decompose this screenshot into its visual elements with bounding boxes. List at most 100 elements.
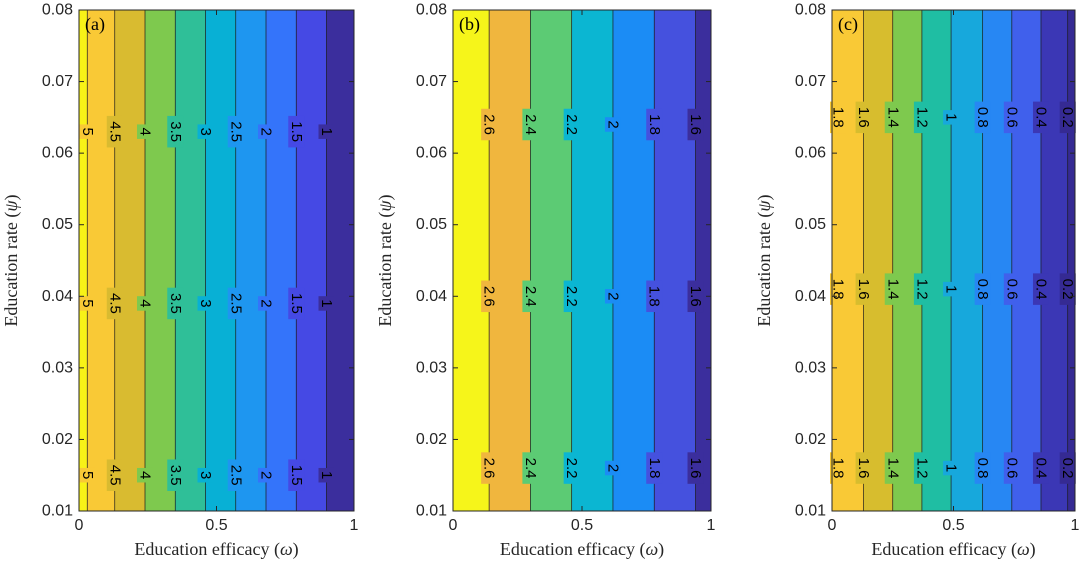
contour-label-gap [1059,273,1076,305]
contour-label: 1.8 [646,458,663,479]
contour-band [1040,10,1068,511]
contour-label: 3.5 [167,465,184,486]
x-tick-label: 0 [75,517,84,534]
x-axis-title: Education efficacy (ω) [871,539,1035,560]
contour-band [145,10,176,511]
contour-label-gap [258,124,274,139]
contour-band [951,10,983,511]
contour-label: 1.4 [884,279,901,300]
contour-band [863,10,893,511]
contour-label-gap [974,452,991,484]
contour-label-gap [288,115,305,148]
contour-label-gap [604,460,621,476]
y-tick-label: 0.08 [795,2,826,19]
contour-label-gap [830,452,846,484]
contour-label-gap [974,101,991,134]
y-tick-label: 0.07 [795,73,826,90]
contour-label-gap [167,459,184,491]
contour-band [326,10,354,511]
contour-label: 1.4 [884,458,901,479]
contour-label: 3 [197,299,214,307]
contour-label: 3 [197,471,214,479]
contour-label: 0.6 [1003,458,1020,479]
contour-label-gap [137,296,153,311]
contour-label: 4.5 [106,293,123,314]
contour-label: 1.6 [855,279,872,300]
contour-label: 0.2 [1059,279,1076,300]
contour-label: 0.8 [974,107,991,128]
panel-label: (a) [85,14,105,35]
contour-label-gap [563,280,580,313]
x-tick-label: 0 [449,517,458,534]
contour-label-gap [1003,273,1020,305]
contour-label: 2 [258,299,275,307]
contour-label-gap [646,452,663,484]
contour-label-gap [288,287,305,320]
contour-label: 0.4 [1032,107,1049,128]
contour-label-gap [318,467,335,483]
contour-label: 1.8 [830,279,847,300]
contour-label-gap [288,459,305,491]
contour-label: 2.6 [481,458,498,479]
contour-label-gap [522,108,539,141]
contour-label-gap [604,117,621,132]
contour-band [892,10,922,511]
x-axis-title: Education efficacy (ω) [500,539,664,560]
y-axis-title: Education rate (ψ) [1,194,22,326]
contour-label-gap [913,101,930,134]
y-tick-label: 0.04 [416,288,447,305]
x-tick-label: 1 [350,517,359,534]
x-axis-title: Education efficacy (ω) [134,539,298,560]
y-tick-label: 0.07 [42,73,73,90]
contour-label: 1.5 [288,121,305,142]
contour-label-gap [855,101,872,134]
contour-label-gap [563,452,580,484]
contour-band [175,10,206,511]
x-tick-label: 0.5 [571,517,593,534]
contour-label-gap [563,108,580,141]
panel-3: 1.8 1.6 1.4 1.2 1 0.8 0.6 0.4 0.2 1.8 1.6 1.4 1.2 1 0.… [754,2,1080,561]
contour-label: 2.2 [563,114,580,135]
y-tick-label: 0.01 [795,503,826,520]
contour-label: 1.5 [288,293,305,314]
contour-label: 1 [943,113,960,121]
x-tick-label: 0.5 [205,517,227,534]
contour-label-gap [884,273,901,305]
contour-label: 1.2 [913,458,930,479]
contour-label: 2 [604,464,621,472]
contour-label-gap [646,280,663,313]
x-tick-label: 0.5 [942,517,964,534]
x-tick-label: 1 [707,517,716,534]
contour-label: 2.5 [227,465,244,486]
contour-label-gap [79,124,96,139]
contour-label-gap [1032,101,1049,134]
contour-label: 1 [318,299,335,307]
contour-label-gap [943,110,960,125]
contour-label: 1.4 [884,107,901,128]
y-tick-label: 0.01 [42,503,73,520]
contour-label-gap [943,281,960,297]
y-tick-label: 0.06 [42,145,73,162]
contour-label-gap [481,108,498,141]
y-tick-label: 0.02 [42,431,73,448]
contour-label-gap [522,452,539,484]
contour-label-gap [830,273,846,305]
contour-band [87,10,115,511]
contour-label: 0.6 [1003,107,1020,128]
contour-label: 2.5 [227,121,244,142]
y-tick-label: 0.06 [416,145,447,162]
contour-label: 3.5 [167,293,184,314]
contour-label: 2.4 [522,114,539,135]
contour-label: 2 [604,120,621,128]
y-tick-label: 0.05 [795,216,826,233]
contour-label-gap [318,296,335,311]
contour-label: 1.5 [288,465,305,486]
contour-label: 1.2 [913,107,930,128]
contour-label-gap [258,296,274,311]
contour-label: 1.6 [687,286,704,307]
contour-label: 3.5 [167,121,184,142]
contour-label-gap [137,467,153,483]
contour-band [79,10,88,511]
y-tick-label: 0.02 [416,431,447,448]
contour-label-gap [687,108,704,141]
